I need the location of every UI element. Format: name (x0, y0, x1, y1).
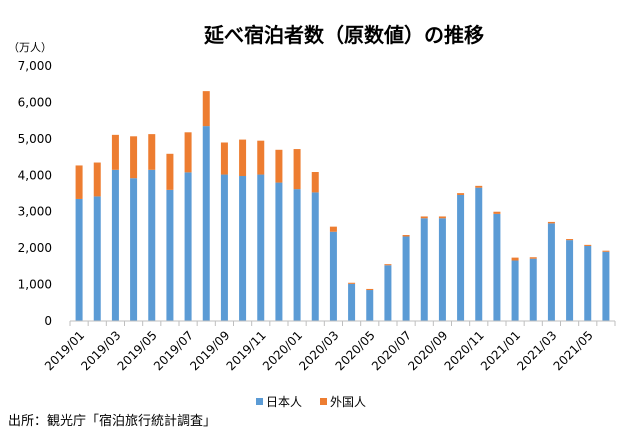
bar-japanese (348, 283, 356, 321)
bar-japanese (529, 258, 537, 321)
legend-swatch-japanese (256, 398, 263, 405)
x-axis: 2019/012019/032019/052019/072019/092019/… (42, 320, 616, 373)
bar-foreign (402, 235, 410, 237)
bar-japanese (184, 172, 192, 321)
bar-japanese (257, 174, 265, 321)
bar-foreign (475, 185, 483, 188)
unit-label: （万人） (8, 41, 52, 54)
bar-japanese (366, 290, 374, 321)
bar-foreign (148, 134, 156, 170)
bar-foreign (130, 136, 138, 179)
bar-japanese (275, 182, 283, 321)
bar-japanese (148, 169, 156, 321)
bar-japanese (420, 218, 428, 321)
bar-japanese (166, 189, 174, 321)
bar-japanese (202, 126, 210, 321)
legend-swatch-foreign (320, 398, 327, 405)
bar-japanese (384, 265, 392, 321)
bar-japanese (130, 178, 138, 321)
bars (75, 91, 610, 321)
bar-japanese (602, 251, 610, 321)
bar-japanese (493, 213, 501, 321)
legend-label-foreign: 外国人 (330, 395, 366, 409)
y-tick-label: 6,000 (18, 95, 52, 109)
bar-foreign (184, 132, 192, 173)
bar-japanese (402, 236, 410, 321)
y-tick-label: 1,000 (18, 278, 52, 292)
bar-foreign (366, 288, 374, 291)
bar-japanese (457, 194, 465, 321)
bar-foreign (511, 257, 519, 261)
source-note: 出所：観光庁「宿泊旅行統計調査」 (8, 413, 216, 429)
bar-foreign (111, 134, 119, 170)
bar-foreign (202, 91, 210, 127)
legend-label-japanese: 日本人 (266, 395, 302, 409)
bar-foreign (584, 244, 592, 246)
chart-title: 延べ宿泊者数（原数値）の推移 (203, 23, 484, 47)
bar-japanese (93, 196, 101, 321)
bar-japanese (311, 192, 319, 321)
bar-japanese (239, 176, 247, 321)
bar-japanese (75, 198, 83, 321)
bar-foreign (457, 193, 465, 195)
y-tick-label: 2,000 (18, 241, 52, 255)
y-tick-label: 3,000 (18, 205, 52, 219)
bar-foreign (566, 239, 574, 241)
bar-japanese (293, 189, 301, 321)
bar-japanese (547, 223, 555, 321)
y-tick-label: 5,000 (18, 132, 52, 146)
y-tick-label: 4,000 (18, 168, 52, 182)
y-tick-label: 0 (44, 314, 52, 328)
bar-japanese (566, 240, 574, 321)
bar-foreign (220, 142, 228, 175)
bar-foreign (602, 250, 610, 252)
bar-foreign (438, 216, 446, 219)
bar-foreign (547, 221, 555, 224)
bar-foreign (166, 153, 174, 190)
y-axis: 0 1,000 2,000 3,000 4,000 5,000 6,000 7,000 (18, 59, 52, 328)
bar-foreign (493, 211, 501, 214)
bar-foreign (275, 149, 283, 183)
bar-foreign (329, 226, 337, 232)
bar-foreign (239, 139, 247, 177)
bar-foreign (529, 257, 537, 259)
bar-japanese (584, 245, 592, 321)
bar-japanese (111, 169, 119, 321)
bar-foreign (75, 165, 83, 199)
bar-japanese (438, 218, 446, 321)
bar-foreign (384, 264, 392, 266)
bar-foreign (93, 162, 101, 197)
x-tick-label: 2021/05 (551, 328, 596, 373)
bar-foreign (293, 149, 301, 190)
bar-japanese (329, 231, 337, 321)
bar-japanese (220, 174, 228, 321)
bar-foreign (348, 282, 356, 284)
legend: 日本人 外国人 (256, 395, 366, 409)
bar-foreign (311, 172, 319, 193)
y-tick-label: 7,000 (18, 59, 52, 73)
bar-japanese (511, 260, 519, 321)
bar-foreign (420, 216, 428, 219)
bar-japanese (475, 187, 483, 321)
bar-foreign (257, 140, 265, 175)
